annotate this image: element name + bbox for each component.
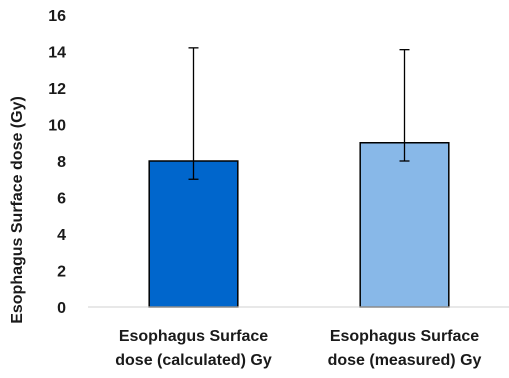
y-tick-label: 10 [48,118,66,135]
y-tick-label: 6 [57,191,66,208]
bar-calculated [148,160,239,308]
bar-measured [359,142,450,308]
y-tick-label: 16 [48,8,66,25]
y-tick-label: 8 [57,154,66,171]
y-tick-label: 4 [57,227,66,244]
y-tick-label: 2 [57,264,66,281]
y-axis-label: Esophagus Surface dose (Gy) [9,96,26,324]
error-bars-group [188,47,410,180]
y-tick-label: 12 [48,81,66,98]
y-tick-label: 14 [48,45,66,62]
x-category-label: Esophagus Surface [330,328,479,345]
x-category-label: dose (measured) Gy [328,352,482,369]
y-tick-label: 0 [57,300,66,317]
x-axis-categories: Esophagus Surface dose (calculated) Gy Eso… [115,328,481,369]
x-category-label: Esophagus Surface [119,328,268,345]
bars-group [148,142,450,308]
x-category-label: dose (calculated) Gy [115,352,272,369]
y-axis-ticks: 0 2 4 6 8 10 12 14 16 [48,8,66,317]
